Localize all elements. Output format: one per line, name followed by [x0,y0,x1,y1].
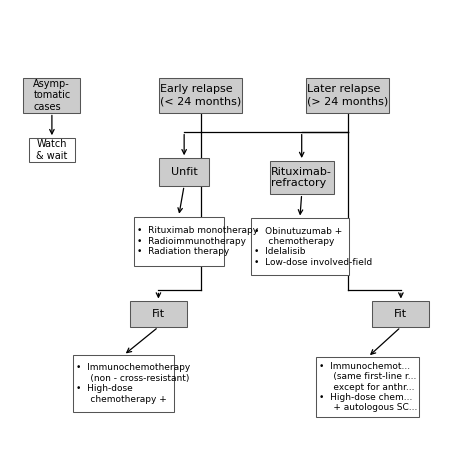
Text: •  Immunochemot...
     (same first-line r...
     except for anthr...
•  High-d: • Immunochemot... (same first-line r... … [319,362,418,412]
Text: Later relapse
(> 24 months): Later relapse (> 24 months) [307,84,388,106]
FancyBboxPatch shape [130,301,187,327]
Text: Watch
& wait: Watch & wait [36,139,68,161]
FancyBboxPatch shape [73,355,174,412]
Text: Rituximab-
refractory: Rituximab- refractory [271,166,332,188]
Text: Asymp-
tomatic
cases: Asymp- tomatic cases [33,79,71,112]
FancyBboxPatch shape [316,357,419,417]
FancyBboxPatch shape [159,158,209,185]
FancyBboxPatch shape [270,161,334,194]
Text: •  Immunochemotherapy
     (non - cross-resistant)
•  High-dose
     chemotherap: • Immunochemotherapy (non - cross-resist… [76,364,190,404]
Text: •  Obinutuzumab +
     chemotherapy
•  Idelalisib
•  Low-dose involved-field: • Obinutuzumab + chemotherapy • Idelalis… [254,227,373,267]
FancyBboxPatch shape [306,78,389,112]
Text: Fit: Fit [394,309,408,319]
Text: Unfit: Unfit [171,167,198,177]
FancyBboxPatch shape [159,78,242,112]
FancyBboxPatch shape [251,219,348,275]
FancyBboxPatch shape [134,217,224,266]
FancyBboxPatch shape [29,138,75,162]
Text: Early relapse
(< 24 months): Early relapse (< 24 months) [160,84,241,106]
FancyBboxPatch shape [373,301,429,327]
FancyBboxPatch shape [23,78,81,112]
Text: Fit: Fit [152,309,165,319]
Text: •  Rituximab monotherapy
•  Radioimmunotherapy
•  Radiation therapy: • Rituximab monotherapy • Radioimmunothe… [137,226,258,256]
